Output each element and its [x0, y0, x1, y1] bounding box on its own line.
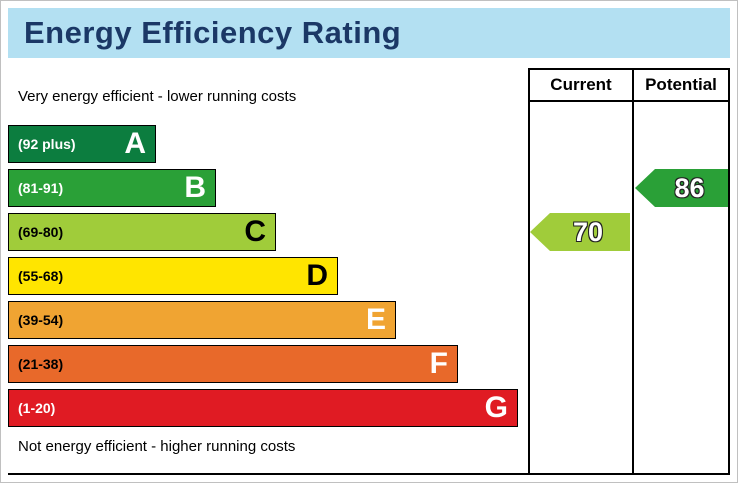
band-letter: E: [365, 303, 386, 336]
band-row: (55-68) D: [8, 257, 518, 295]
band-bar: (55-68) D: [8, 257, 338, 295]
band-letter: B: [184, 171, 206, 204]
potential-column-header: Potential: [634, 70, 728, 102]
band-row: (81-91) B: [8, 169, 518, 207]
potential-rating-arrow: 86: [635, 169, 728, 207]
band-range-label: (92 plus): [18, 136, 76, 152]
bottom-note: Not energy efficient - higher running co…: [18, 438, 296, 455]
current-column: Current: [528, 68, 632, 473]
band-letter: F: [429, 347, 448, 380]
band-range-label: (55-68): [18, 268, 64, 284]
band-bar: (81-91) B: [8, 169, 216, 207]
band-bar: (39-54) E: [8, 301, 396, 339]
potential-column: Potential: [632, 68, 730, 473]
band-row: (92 plus) A: [8, 125, 518, 163]
band-range-label: (81-91): [18, 180, 64, 196]
top-note: Very energy efficient - lower running co…: [18, 88, 297, 105]
band-letter: A: [124, 127, 146, 160]
band-letter: C: [244, 215, 266, 248]
band-range-label: (1-20): [18, 400, 56, 416]
band-range-label: (21-38): [18, 356, 64, 372]
current-column-header: Current: [530, 70, 632, 102]
band-row: (39-54) E: [8, 301, 518, 339]
chart-body: Current Potential Very energy efficient …: [8, 68, 730, 475]
bands-list: (92 plus) A (81-91) B (69-80) C (55-68): [8, 125, 518, 433]
band-range-label: (69-80): [18, 224, 64, 240]
band-range-label: (39-54): [18, 312, 64, 328]
page-title: Energy Efficiency Rating: [24, 15, 402, 50]
band-row: (21-38) F: [8, 345, 518, 383]
band-bar: (92 plus) A: [8, 125, 156, 163]
band-bar: (69-80) C: [8, 213, 276, 251]
potential-rating-value: 86: [674, 172, 705, 203]
band-row: (1-20) G: [8, 389, 518, 427]
current-rating-arrow: 70: [530, 213, 630, 251]
band-letter: G: [484, 391, 508, 424]
band-bar: (1-20) G: [8, 389, 518, 427]
title-bar: Energy Efficiency Rating: [8, 8, 730, 58]
band-row: (69-80) C: [8, 213, 518, 251]
band-letter: D: [306, 259, 328, 292]
band-bar: (21-38) F: [8, 345, 458, 383]
current-rating-value: 70: [572, 216, 604, 247]
